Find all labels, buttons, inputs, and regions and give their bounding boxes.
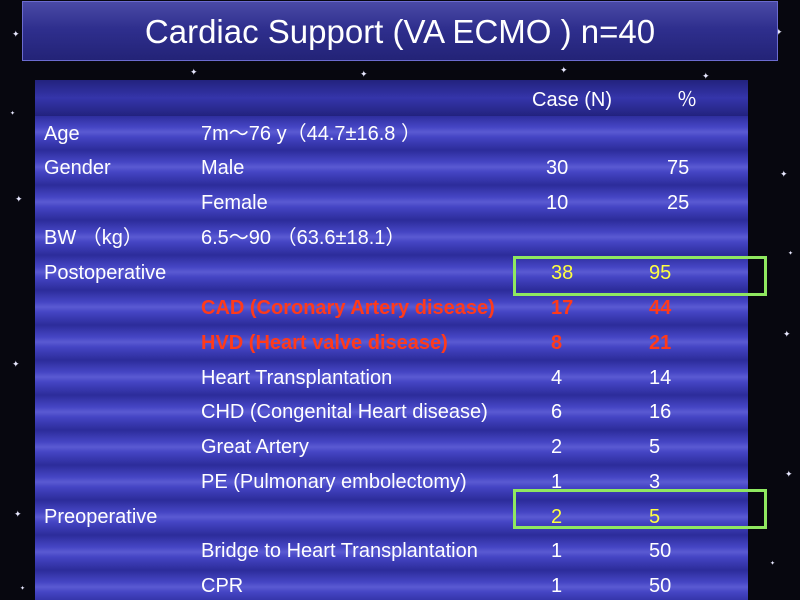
row-category: BW （kg） <box>44 227 143 249</box>
row-item: Bridge to Heart Transplantation <box>201 540 478 562</box>
row-case-count: 4 <box>551 367 563 389</box>
column-header-case: Case (N) <box>532 89 613 111</box>
row-item: CAD (Coronary Artery disease) <box>201 297 495 319</box>
row-category: Age <box>44 123 80 145</box>
star-icon: ✦ <box>12 359 20 369</box>
row-percent: 21 <box>649 332 672 354</box>
row-case-count: 17 <box>551 297 574 319</box>
row-case-count: 10 <box>546 192 569 214</box>
star-icon: ✦ <box>20 586 26 592</box>
row-percent: 5 <box>649 436 661 458</box>
row-item: CPR <box>201 575 244 597</box>
row-percent: 14 <box>649 367 672 389</box>
row-item: Heart Transplantation <box>201 367 393 389</box>
row-case-count: 2 <box>551 506 563 528</box>
star-icon: ✦ <box>560 65 568 75</box>
row-item: Male <box>201 157 245 179</box>
row-percent: 44 <box>649 297 672 319</box>
column-header-percent: ％ <box>677 89 697 111</box>
star-icon: ✦ <box>10 111 16 117</box>
star-icon: ✦ <box>785 469 793 479</box>
star-icon: ✦ <box>775 27 783 37</box>
title-bar: Cardiac Support (VA ECMO ) n=40 <box>22 1 778 61</box>
star-icon: ✦ <box>12 29 20 39</box>
row-case-count: 1 <box>551 540 563 562</box>
row-case-count: 6 <box>551 401 563 423</box>
row-item: Female <box>201 192 268 214</box>
row-percent: 3 <box>649 471 661 493</box>
star-icon: ✦ <box>770 561 776 567</box>
row-percent: 16 <box>649 401 672 423</box>
row-percent: 75 <box>667 157 690 179</box>
row-percent: 50 <box>649 540 672 562</box>
star-icon: ✦ <box>360 69 368 79</box>
row-case-count: 1 <box>551 471 563 493</box>
row-category: Postoperative <box>44 262 167 284</box>
row-category: Gender <box>44 157 111 179</box>
star-icon: ✦ <box>783 329 791 339</box>
table-header-band <box>35 80 748 116</box>
star-icon: ✦ <box>14 509 22 519</box>
star-icon: ✦ <box>702 71 710 81</box>
row-item: Great Artery <box>201 436 309 458</box>
data-table: Case (N) ％ Age 7m～76 y（44.7±16.8 ） Gende… <box>35 80 748 600</box>
row-category: Preoperative <box>44 506 158 528</box>
row-case-count: 2 <box>551 436 563 458</box>
postoperative-highlight-box <box>513 256 767 296</box>
row-item: PE (Pulmonary embolectomy) <box>201 471 467 493</box>
row-percent: 95 <box>649 262 672 284</box>
row-item: 6.5～90 （63.6±18.1） <box>201 227 406 249</box>
row-percent: 25 <box>667 192 690 214</box>
row-item: HVD (Heart valve disease) <box>201 332 448 354</box>
slide-title: Cardiac Support (VA ECMO ) n=40 <box>144 13 656 50</box>
star-icon: ✦ <box>788 251 794 257</box>
row-case-count: 8 <box>551 332 563 354</box>
row-percent: 5 <box>649 506 661 528</box>
row-case-count: 30 <box>546 157 569 179</box>
row-item: CHD (Congenital Heart disease) <box>201 401 488 423</box>
row-percent: 50 <box>649 575 672 597</box>
star-icon: ✦ <box>190 67 198 77</box>
row-item: 7m～76 y（44.7±16.8 ） <box>201 123 421 145</box>
preoperative-highlight-box <box>513 489 767 529</box>
row-case-count: 1 <box>551 575 563 597</box>
star-icon: ✦ <box>15 194 23 204</box>
row-case-count: 38 <box>551 262 574 284</box>
star-icon: ✦ <box>780 169 788 179</box>
